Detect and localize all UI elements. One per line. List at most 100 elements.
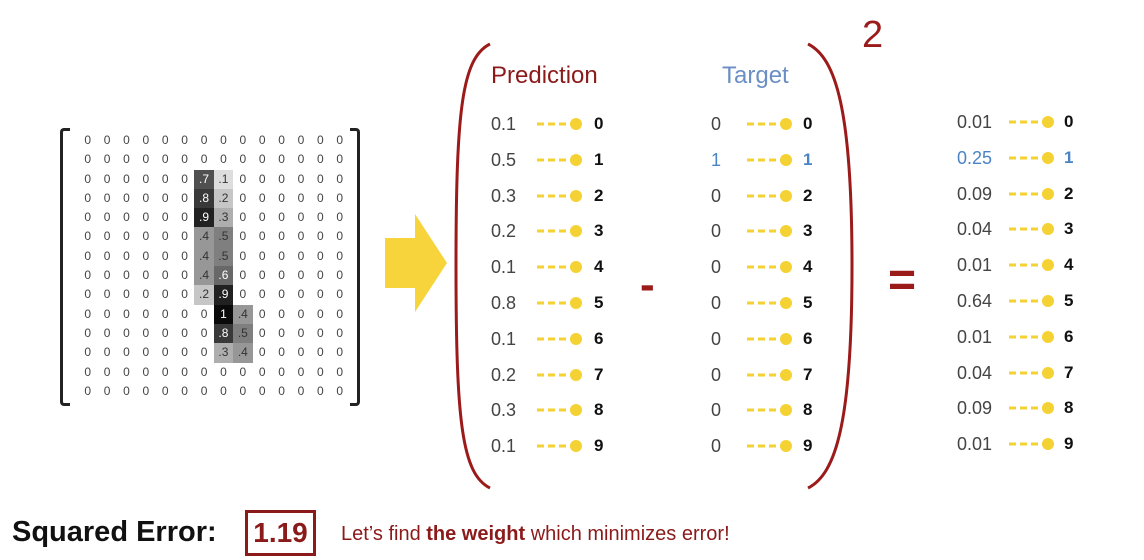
grid-cell: 0 bbox=[239, 133, 247, 147]
digit-label: 0 bbox=[1064, 112, 1074, 131]
grid-cell: 0 bbox=[123, 287, 130, 302]
grid-cell: .5 bbox=[213, 227, 234, 247]
grid-cell: 0 bbox=[103, 364, 111, 379]
prediction-value: 0.1 bbox=[491, 436, 517, 457]
grid-cell: 0 bbox=[123, 325, 130, 340]
connector-icon bbox=[537, 368, 582, 381]
grid-cell: 0 bbox=[181, 133, 188, 147]
grid-cell: 0 bbox=[84, 229, 92, 244]
connector bbox=[1009, 361, 1055, 390]
result-row: 0.09 8 bbox=[957, 396, 1117, 420]
grid-cell: 0 bbox=[220, 383, 227, 398]
connector bbox=[537, 184, 583, 213]
grid-cell: 0 bbox=[181, 229, 188, 244]
connector-icon bbox=[1009, 116, 1054, 128]
grid-cell: 0 bbox=[161, 325, 169, 340]
grid-cell: 0 bbox=[239, 190, 247, 205]
prediction-value: 0.2 bbox=[491, 221, 517, 242]
grid-cell: 0 bbox=[336, 210, 344, 225]
arrow-right-icon bbox=[385, 214, 447, 312]
grid-cell: 0 bbox=[123, 190, 130, 205]
connector-icon bbox=[1009, 259, 1054, 272]
digit-label: 1 bbox=[594, 149, 604, 169]
grid-cell: .7 bbox=[194, 169, 214, 189]
grid-cell: 0 bbox=[181, 306, 188, 321]
connector bbox=[1009, 289, 1055, 318]
result-row: 0.04 3 bbox=[957, 217, 1117, 241]
prediction-row: 0.2 7 bbox=[491, 363, 651, 387]
grid-cell: 0 bbox=[278, 364, 285, 379]
digit-label: 7 bbox=[594, 364, 604, 384]
grid-cell: 0 bbox=[161, 248, 169, 263]
grid-cell: 0 bbox=[258, 345, 266, 360]
digit-label: 5 bbox=[803, 293, 813, 312]
caption-post: which minimizes error! bbox=[525, 523, 730, 545]
matrix-left-bracket bbox=[60, 128, 70, 406]
prediction-row: 0.3 8 bbox=[491, 398, 651, 422]
caption-bold: the weight bbox=[426, 523, 526, 545]
grid-cell: 0 bbox=[84, 171, 92, 186]
grid-cell: 0 bbox=[84, 268, 92, 283]
result-value: 0.04 bbox=[957, 219, 993, 240]
grid-cell: 0 bbox=[220, 133, 227, 147]
grid-cell: 0 bbox=[317, 171, 324, 186]
prediction-row: 0.5 1 bbox=[491, 148, 651, 172]
grid-cell: 0 bbox=[239, 171, 247, 186]
grid-cell: 0 bbox=[181, 190, 188, 205]
target-value: 1 bbox=[711, 149, 722, 170]
grid-cell: 0 bbox=[336, 190, 344, 205]
result-row: 0.64 5 bbox=[957, 289, 1117, 313]
grid-cell: .5 bbox=[233, 323, 253, 344]
connector-icon bbox=[747, 189, 792, 202]
grid-cell: 0 bbox=[142, 268, 150, 283]
grid-cell: 0 bbox=[142, 325, 150, 340]
digit-label: 4 bbox=[1064, 255, 1074, 275]
grid-cell: 0 bbox=[103, 248, 111, 263]
grid-cell: 0 bbox=[220, 364, 227, 379]
grid-cell: 0 bbox=[200, 325, 208, 340]
grid-cell: 0 bbox=[84, 248, 92, 263]
connector bbox=[747, 184, 793, 213]
connector bbox=[1009, 182, 1055, 211]
digit-label: 4 bbox=[594, 257, 604, 277]
grid-cell: 0 bbox=[317, 248, 324, 263]
digit-label: 9 bbox=[594, 436, 604, 456]
result-value: 0.64 bbox=[957, 291, 993, 311]
grid-cell: .2 bbox=[194, 285, 214, 305]
connector-icon bbox=[537, 332, 582, 345]
grid-cell: 0 bbox=[239, 383, 247, 398]
grid-cell: 0 bbox=[181, 171, 188, 186]
grid-cell: 0 bbox=[84, 190, 92, 205]
target-value: 0 bbox=[711, 293, 722, 313]
result-value: 0.09 bbox=[957, 183, 993, 204]
grid-cell: 0 bbox=[84, 306, 92, 321]
grid-cell: 0 bbox=[278, 229, 285, 244]
result-value: 0.25 bbox=[957, 147, 993, 168]
grid-cell: 0 bbox=[220, 152, 227, 167]
grid-cell: 0 bbox=[84, 152, 92, 167]
digit-label: 0 bbox=[803, 114, 813, 133]
grid-cell: 0 bbox=[123, 345, 130, 360]
grid-cell: 0 bbox=[142, 383, 150, 398]
grid-cell: 0 bbox=[142, 190, 150, 205]
grid-cell: 0 bbox=[278, 248, 285, 263]
grid-cell: 0 bbox=[161, 229, 169, 244]
connector-icon bbox=[747, 297, 792, 309]
prediction-value: 0.1 bbox=[491, 257, 517, 278]
grid-cell: 0 bbox=[297, 268, 305, 283]
grid-cell: 0 bbox=[297, 152, 305, 167]
digit-label: 7 bbox=[803, 364, 813, 384]
digit-label: 2 bbox=[594, 185, 604, 205]
grid-cell: 0 bbox=[84, 133, 92, 147]
pixel-grid: 0 0 0 0 0 0 0 0 0 0 0 0 0 0 0 0 0 0 0 0 0 0 0 0 0 0 0 0 0 0 0 0 0 0.7.1 0 0… bbox=[78, 131, 349, 401]
grid-cell: 0 bbox=[123, 248, 130, 263]
grid-cell: 0 bbox=[317, 325, 324, 340]
grid-cell: .3 bbox=[213, 343, 234, 363]
grid-cell: 0 bbox=[142, 248, 150, 263]
